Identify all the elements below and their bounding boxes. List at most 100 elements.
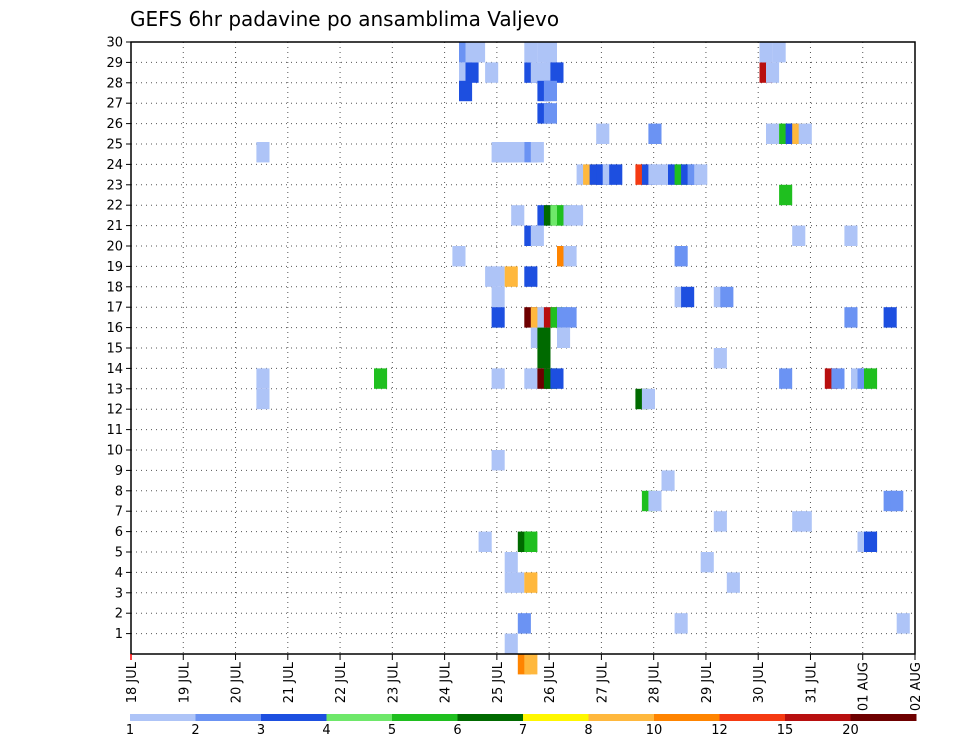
precip-cell — [491, 450, 505, 471]
x-tick-label: 26 JUL — [543, 661, 558, 703]
precip-cell — [557, 327, 571, 348]
precip-cell — [524, 572, 538, 593]
y-tick-label: 14 — [106, 362, 123, 377]
precip-cell — [511, 205, 525, 226]
precip-cell — [530, 225, 544, 246]
precip-cell — [681, 286, 695, 308]
precip-cell — [256, 142, 270, 163]
y-tick-label: 18 — [106, 280, 123, 295]
precip-cell — [661, 470, 675, 491]
precip-cell — [485, 62, 499, 83]
x-tick-label: 24 JUL — [439, 661, 454, 703]
precip-cell — [524, 531, 538, 552]
precip-cell — [726, 572, 740, 593]
x-tick-label: 29 JUL — [700, 661, 715, 703]
colorbar-swatch — [719, 714, 786, 721]
precip-cell — [570, 205, 584, 226]
y-tick-label: 22 — [106, 199, 123, 214]
y-tick-label: 10 — [106, 444, 123, 459]
x-axis-ticks: 18 JUL 19 JUL 20 JUL 21 JUL 22 JUL 23 JUL 24 J… — [125, 654, 924, 711]
precip-cell — [543, 80, 557, 102]
precip-cell — [844, 225, 858, 246]
y-tick-label: 24 — [106, 158, 123, 173]
precip-cell — [713, 348, 727, 369]
colorbar-swatch — [326, 714, 393, 721]
y-tick-label: 11 — [106, 423, 123, 438]
x-tick-label: 21 JUL — [282, 661, 297, 703]
precip-cell — [674, 246, 688, 267]
y-tick-label: 29 — [106, 56, 123, 71]
precip-cell — [766, 123, 780, 144]
x-tick-label: 30 JUL — [752, 661, 767, 703]
colorbar-label: 7 — [519, 723, 527, 738]
precip-cell — [596, 123, 610, 144]
colorbar-swatch — [654, 714, 720, 721]
x-tick-label: 28 JUL — [648, 661, 663, 703]
y-tick-label: 28 — [106, 76, 123, 91]
y-tick-label: 4 — [115, 566, 123, 581]
colorbar-swatch — [261, 714, 327, 721]
y-tick-label: 8 — [115, 484, 123, 499]
colorbar-label: 15 — [777, 723, 794, 738]
colorbar-swatch — [392, 714, 458, 721]
precip-cell — [831, 368, 845, 389]
precip-cell — [374, 368, 388, 389]
colorbar-swatch — [785, 714, 851, 721]
precip-cell — [798, 123, 812, 144]
x-tick-label: 19 JUL — [177, 661, 192, 703]
precip-cell — [766, 62, 780, 83]
x-tick-label: 23 JUL — [386, 661, 401, 703]
precip-cell — [504, 552, 518, 573]
y-tick-label: 26 — [106, 117, 123, 132]
precip-cell — [491, 368, 505, 389]
precip-cell — [700, 552, 714, 573]
precip-cell — [694, 164, 708, 185]
precip-cell — [537, 327, 551, 348]
precip-cell — [511, 572, 525, 593]
precip-cell — [779, 368, 793, 389]
colorbar-swatch — [195, 714, 262, 721]
y-tick-label: 9 — [115, 464, 123, 479]
precip-cell — [563, 246, 577, 267]
precip-cell — [465, 62, 479, 83]
colorbar-label: 20 — [842, 723, 859, 738]
colorbar-swatch — [130, 714, 196, 721]
precip-cell — [517, 613, 531, 634]
x-tick-label: 25 JUL — [491, 661, 506, 703]
y-tick-label: 6 — [115, 525, 123, 540]
precip-cell — [459, 80, 473, 102]
precip-cell — [648, 490, 662, 512]
colorbar-swatch — [457, 714, 524, 721]
precip-cell — [256, 368, 270, 389]
precip-cell — [511, 142, 525, 163]
x-tick-label: 27 JUL — [595, 661, 610, 703]
colorbar-label: 5 — [388, 723, 396, 738]
precip-cell — [530, 142, 544, 163]
precip-cell — [890, 490, 904, 512]
precip-cell — [772, 42, 786, 63]
y-tick-label: 12 — [106, 403, 123, 418]
precip-cell — [864, 368, 878, 389]
colorbar-label: 10 — [646, 723, 663, 738]
precip-cell — [844, 307, 858, 328]
precip-cell — [524, 42, 538, 63]
colorbar: 1 2 3 4 5 6 7 8 10 12 15 20 — [126, 714, 917, 738]
chart-title: GEFS 6hr padavine po ansamblima Valjevo — [130, 7, 559, 31]
precip-cell — [648, 123, 662, 144]
colorbar-label: 6 — [453, 723, 461, 738]
precip-cell — [491, 307, 505, 328]
y-tick-label: 2 — [115, 607, 123, 622]
precip-cells — [256, 42, 910, 675]
colorbar-swatch — [588, 714, 655, 721]
precip-cell — [537, 348, 551, 369]
y-tick-label: 30 — [106, 36, 123, 51]
x-tick-label: 22 JUL — [334, 661, 349, 703]
precip-cell — [563, 307, 577, 328]
precip-cell — [641, 388, 655, 410]
precip-cell — [504, 266, 518, 287]
colorbar-label: 12 — [711, 723, 728, 738]
y-tick-label: 27 — [106, 97, 123, 112]
precip-cell — [759, 42, 773, 63]
colorbar-label: 8 — [584, 723, 592, 738]
y-tick-label: 19 — [106, 260, 123, 275]
